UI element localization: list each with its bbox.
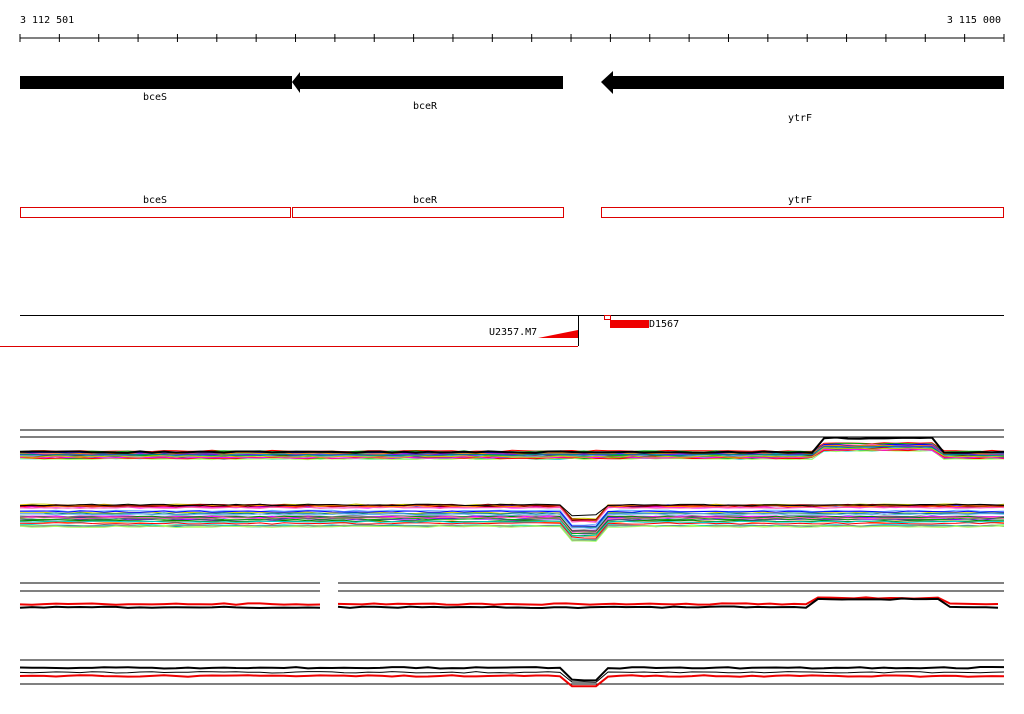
gene-label: bceS <box>143 92 167 103</box>
expression-line <box>19 515 1005 532</box>
probe-mark <box>538 330 578 338</box>
expression-line <box>19 509 1005 526</box>
gene-arrow <box>292 72 563 93</box>
expression-line <box>19 602 321 606</box>
expression-line <box>19 445 1005 457</box>
probe-mark <box>610 320 649 328</box>
expression-tracks <box>19 429 1005 688</box>
expression-line <box>19 447 1005 458</box>
cds-box <box>292 207 564 218</box>
gene-label: ytrF <box>788 113 812 124</box>
cds-box <box>601 207 1004 218</box>
expression-line <box>19 444 1005 455</box>
expression-line <box>19 525 1005 542</box>
cds-label: ytrF <box>788 195 812 206</box>
ruler-ticks <box>19 34 1005 42</box>
gene-arrow <box>20 76 292 89</box>
expression-line <box>19 516 1005 533</box>
expression-line <box>19 520 1005 537</box>
cds-box <box>20 207 291 218</box>
expression-line <box>19 524 1005 541</box>
expression-line <box>337 597 999 610</box>
expression-line <box>19 674 1005 688</box>
expression-line <box>19 513 1005 530</box>
expression-line <box>19 503 1005 517</box>
gene-label: bceR <box>413 101 438 112</box>
expression-line <box>19 666 1005 682</box>
expression-line <box>19 522 1005 539</box>
cds-label: bceR <box>413 195 438 206</box>
expression-line <box>19 510 1005 527</box>
expression-line <box>19 605 321 610</box>
ruler-end: 3 115 000 <box>947 15 1001 26</box>
expression-line <box>337 596 999 606</box>
ruler-start: 3 112 501 <box>20 15 74 26</box>
probe-label: D1567 <box>649 319 679 330</box>
probe-label: U2357.M7 <box>489 327 537 338</box>
cds-label: bceS <box>143 195 167 206</box>
expression-line <box>19 671 1005 683</box>
expression-line <box>19 519 1005 537</box>
expression-line <box>19 436 1005 454</box>
gene-arrow <box>601 71 1004 94</box>
probe-mark <box>604 315 611 320</box>
expression-line <box>19 512 1005 529</box>
